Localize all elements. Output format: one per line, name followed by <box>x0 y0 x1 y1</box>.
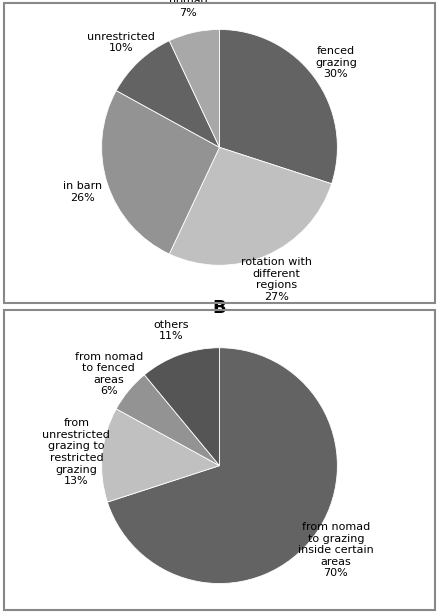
Wedge shape <box>116 40 219 147</box>
Wedge shape <box>169 147 331 265</box>
Text: from
unrestricted
grazing to
restricted
grazing
13%: from unrestricted grazing to restricted … <box>42 418 110 486</box>
Text: nomad
7%: nomad 7% <box>168 0 207 18</box>
Text: unrestricted
10%: unrestricted 10% <box>87 32 155 53</box>
Text: from nomad
to fenced
areas
6%: from nomad to fenced areas 6% <box>74 352 142 397</box>
Wedge shape <box>219 29 337 184</box>
Wedge shape <box>116 375 219 466</box>
Wedge shape <box>107 348 337 584</box>
Text: fenced
grazing
30%: fenced grazing 30% <box>314 46 356 80</box>
Text: rotation with
different
regions
27%: rotation with different regions 27% <box>240 257 311 302</box>
Wedge shape <box>101 409 219 502</box>
Wedge shape <box>101 91 219 254</box>
Text: in barn
26%: in barn 26% <box>63 181 102 203</box>
Wedge shape <box>144 348 219 466</box>
Title: B: B <box>212 299 226 317</box>
Wedge shape <box>169 29 219 147</box>
Text: from nomad
to grazing
inside certain
areas
70%: from nomad to grazing inside certain are… <box>297 522 373 579</box>
Text: others
11%: others 11% <box>153 319 188 341</box>
